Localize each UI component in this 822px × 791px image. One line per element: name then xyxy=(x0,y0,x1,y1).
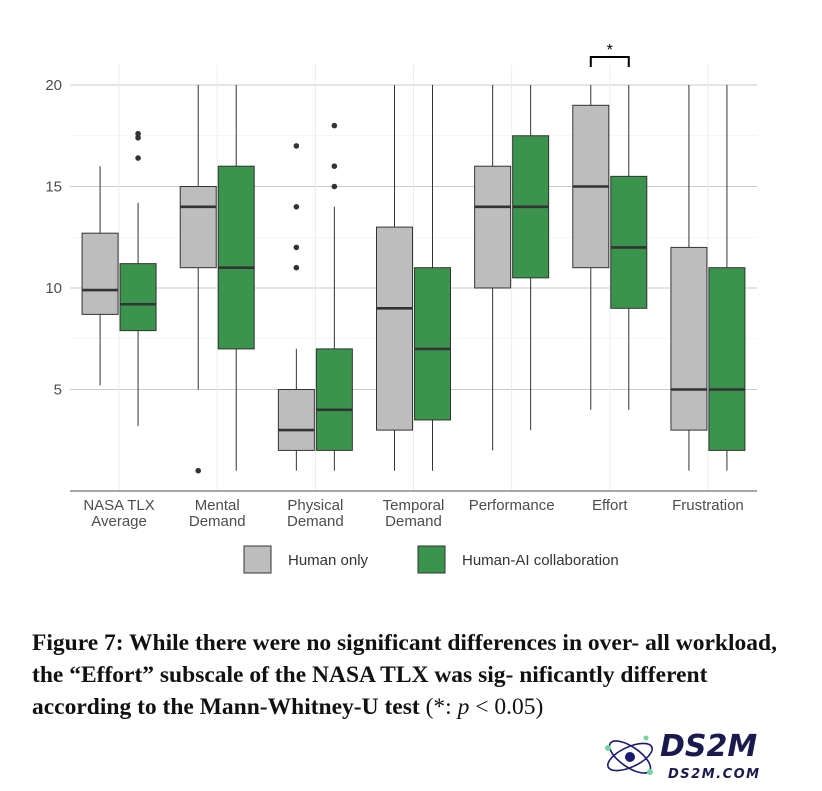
outlier-point-human-ai xyxy=(331,163,338,169)
outlier-point-human-only xyxy=(293,143,300,149)
box-human-ai xyxy=(708,267,746,451)
legend: Human only Human-AI collaboration xyxy=(243,545,619,574)
outlier-point-human-ai xyxy=(135,130,141,137)
legend-swatch xyxy=(417,545,446,574)
x-tick-label: Demand xyxy=(189,513,246,530)
caption-p-symbol: p xyxy=(457,694,470,720)
box-human-only xyxy=(81,232,119,315)
legend-label: Human only xyxy=(288,552,369,569)
x-tick-label: Performance xyxy=(469,497,555,514)
caption-relation: < 0.05) xyxy=(469,694,544,720)
box-human-only xyxy=(277,389,315,451)
x-tick-label: Temporal xyxy=(383,497,445,514)
outlier-point-human-only xyxy=(195,467,202,474)
watermark-url: DS2M.COM xyxy=(668,767,761,782)
caption-text: Figure 7: While there were no significan… xyxy=(32,630,777,720)
box-human-ai xyxy=(119,263,157,332)
box-human-ai xyxy=(217,165,255,350)
boxes xyxy=(81,85,746,474)
x-tick-label: Frustration xyxy=(672,497,744,514)
outlier-point-human-only xyxy=(293,244,300,251)
figure-caption: Figure 7: While there were no significan… xyxy=(32,627,802,723)
outlier-point-human-ai xyxy=(135,155,141,161)
x-tick-label: Demand xyxy=(385,513,442,530)
legend-swatch xyxy=(243,545,272,574)
x-axis-ticks: NASA TLXAverageMentalDemandPhysicalDeman… xyxy=(83,497,743,530)
y-tick-label: 15 xyxy=(45,179,62,196)
box-human-ai xyxy=(414,267,451,421)
box-human-only xyxy=(179,186,217,269)
x-tick-label: NASA TLX xyxy=(83,497,154,514)
watermark-logo: DS2M DS2M.COM xyxy=(605,729,761,782)
significance-bracket xyxy=(589,56,630,67)
legend-label: Human-AI collaboration xyxy=(462,552,619,569)
outlier-point-human-ai xyxy=(331,122,338,129)
box-human-only xyxy=(474,165,512,289)
x-tick-label: Demand xyxy=(287,513,344,530)
box-human-only xyxy=(670,246,708,431)
x-tick-label: Physical xyxy=(287,497,343,514)
y-tick-label: 10 xyxy=(45,280,62,297)
box-human-only xyxy=(376,226,413,431)
x-tick-label: Effort xyxy=(592,497,628,514)
box-human-ai xyxy=(315,348,353,451)
caption-paren: (*: xyxy=(425,694,458,720)
outlier-point-human-ai xyxy=(135,134,141,141)
outlier-point-human-only xyxy=(293,264,300,271)
atom-icon xyxy=(605,735,653,775)
significance-annotation: * xyxy=(589,42,630,67)
box-human-ai xyxy=(610,175,648,309)
y-tick-label: 20 xyxy=(45,77,62,94)
watermark-logo-text: DS2M xyxy=(660,729,757,764)
y-axis-ticks: 5 10 15 20 xyxy=(45,77,62,399)
grid xyxy=(70,65,757,492)
outlier-point-human-ai xyxy=(331,183,338,190)
x-tick-label: Average xyxy=(91,513,147,530)
y-tick-label: 5 xyxy=(54,382,62,399)
outlier-point-human-only xyxy=(293,204,300,210)
significance-marker: * xyxy=(607,42,613,59)
x-tick-label: Mental xyxy=(195,497,240,514)
